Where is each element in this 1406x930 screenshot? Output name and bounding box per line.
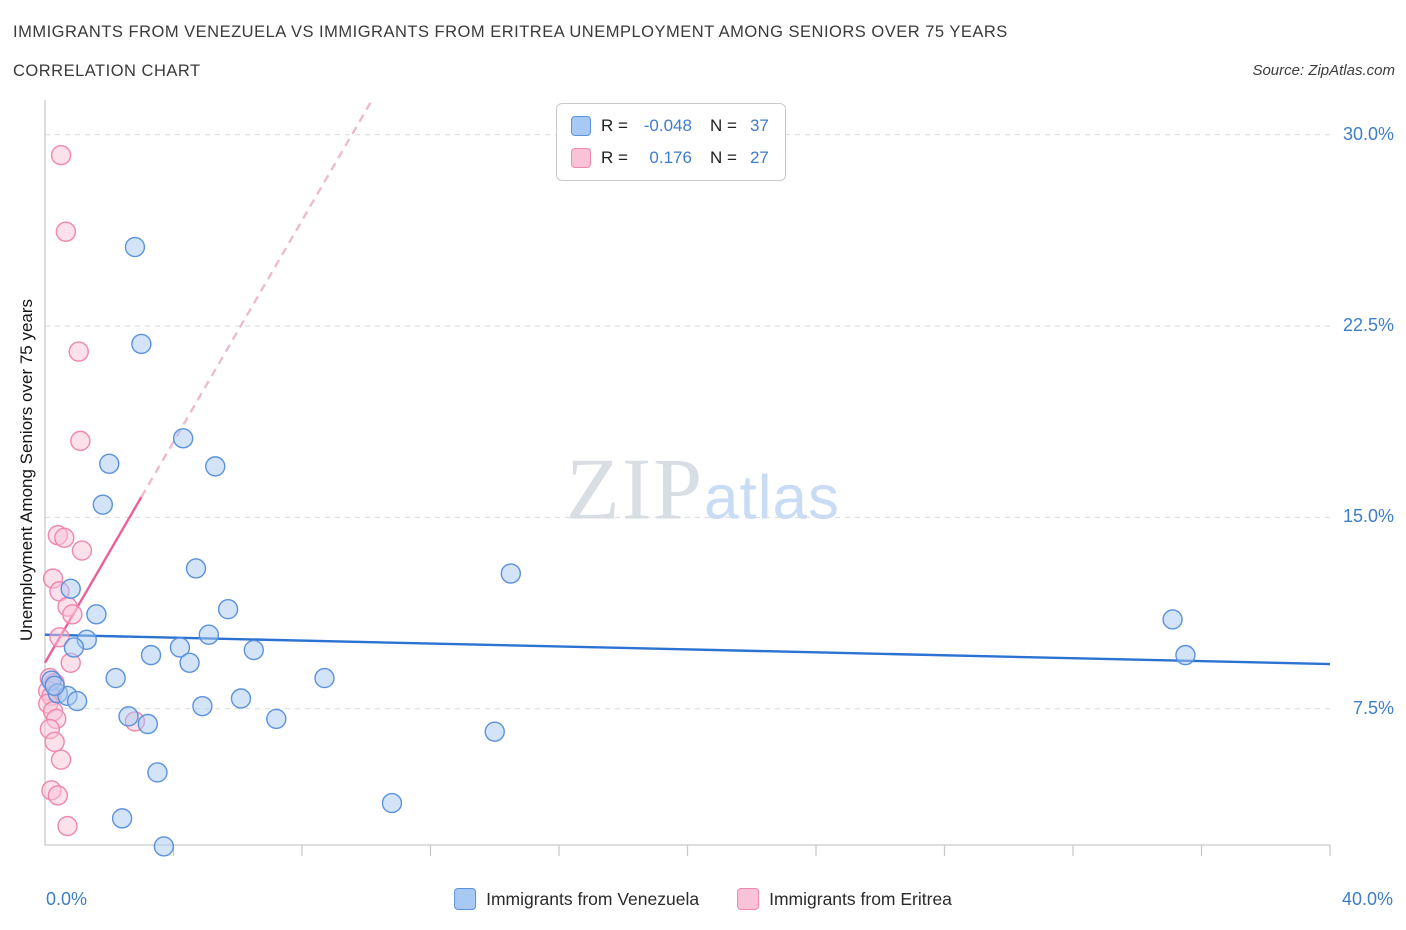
scatter-point-venezuela <box>1162 609 1183 630</box>
scatter-point-eritrea <box>71 540 93 561</box>
stats-legend-row-venezuela: R = -0.048 N = 37 <box>571 113 769 139</box>
scatter-point-venezuela <box>179 652 200 673</box>
stats-nlabel: N = <box>709 116 737 135</box>
scatter-point-venezuela <box>266 708 287 730</box>
y-tick-label: 7.5% <box>1352 697 1394 718</box>
scatter-point-venezuela <box>147 762 168 783</box>
trend-line-venezuela <box>44 633 1331 666</box>
scatter-point-venezuela <box>172 428 194 449</box>
scatter-point-venezuela <box>99 453 120 475</box>
scatter-point-eritrea <box>50 145 72 166</box>
source-attribution: Source: ZipAtlas.com <box>1252 62 1395 79</box>
scatter-point-venezuela <box>198 624 220 645</box>
y-tick-label: 30.0% <box>1342 123 1394 144</box>
scatter-point-venezuela <box>185 558 207 579</box>
scatter-point-eritrea <box>57 815 78 837</box>
scatter-point-venezuela <box>1175 644 1196 666</box>
scatter-point-venezuela <box>169 637 191 658</box>
scatter-point-eritrea <box>44 731 65 753</box>
stats-rvalue: -0.048 <box>643 116 692 135</box>
x-tick-label: 40.0% <box>1341 889 1393 909</box>
y-tick-label: 22.5% <box>1342 315 1394 336</box>
legend-item-eritrea: Immigrants from Eritrea <box>737 888 952 910</box>
scatter-point-venezuela <box>124 236 146 258</box>
stats-legend-row-eritrea: R = 0.176 N = 27 <box>571 145 769 171</box>
scatter-point-venezuela <box>66 690 88 712</box>
scatter-point-eritrea <box>47 785 69 806</box>
scatter-point-venezuela <box>314 667 335 689</box>
scatter-point-venezuela <box>92 494 114 515</box>
stats-nvalue: 37 <box>749 116 769 135</box>
scatter-point-venezuela <box>230 688 252 709</box>
scatter-point-venezuela <box>63 637 85 658</box>
venezuela-swatch-icon <box>454 888 477 910</box>
legend-item-venezuela: Immigrants from Venezuela <box>454 888 699 910</box>
scatter-point-venezuela <box>217 599 239 620</box>
scatter-point-eritrea <box>68 341 89 362</box>
venezuela-swatch-icon <box>571 116 591 136</box>
legend-label: Immigrants from Eritrea <box>769 888 952 909</box>
scatter-point-venezuela <box>192 695 213 717</box>
scatter-point-venezuela <box>243 639 265 661</box>
scatter-point-eritrea <box>62 604 83 625</box>
scatter-point-venezuela <box>140 644 162 666</box>
scatter-point-eritrea <box>70 430 91 452</box>
scatter-point-venezuela <box>60 578 81 600</box>
legend-label: Immigrants from Venezuela <box>486 888 700 909</box>
scatter-point-eritrea <box>55 221 77 242</box>
scatter-point-venezuela <box>105 667 126 689</box>
scatter-point-venezuela <box>153 836 175 857</box>
scatter-point-eritrea <box>49 627 70 648</box>
x-tick-label: 0.0% <box>46 889 88 909</box>
scatter-point-venezuela <box>500 563 522 584</box>
scatter-point-venezuela <box>484 721 505 742</box>
eritrea-swatch-icon <box>737 888 760 910</box>
series-legend: Immigrants from Venezuela Immigrants from… <box>454 888 952 910</box>
stats-nvalue: 27 <box>749 148 769 167</box>
scatter-point-venezuela <box>381 792 403 814</box>
page-title: IMMIGRANTS FROM VENEZUELA VS IMMIGRANTS … <box>13 23 1008 41</box>
scatter-point-venezuela <box>131 333 152 355</box>
stats-rlabel: R = <box>601 148 628 167</box>
stats-legend-box: R = -0.048 N = 37 R = 0.176 N = 27 <box>556 103 786 181</box>
page-subtitle: CORRELATION CHART <box>13 62 201 80</box>
scatter-point-venezuela <box>137 713 159 735</box>
scatter-point-venezuela <box>111 808 133 829</box>
stats-rlabel: R = <box>601 116 628 135</box>
scatter-point-venezuela <box>118 706 139 727</box>
scatter-point-venezuela <box>205 456 226 477</box>
scatter-point-eritrea <box>50 749 72 770</box>
y-tick-label: 15.0% <box>1342 506 1394 527</box>
scatter-point-eritrea <box>54 527 75 549</box>
scatter-point-venezuela <box>86 604 107 625</box>
stats-rvalue: 0.176 <box>649 148 692 167</box>
eritrea-swatch-icon <box>571 148 591 168</box>
stats-nlabel: N = <box>709 148 737 167</box>
scatter-point-venezuela <box>44 675 65 696</box>
